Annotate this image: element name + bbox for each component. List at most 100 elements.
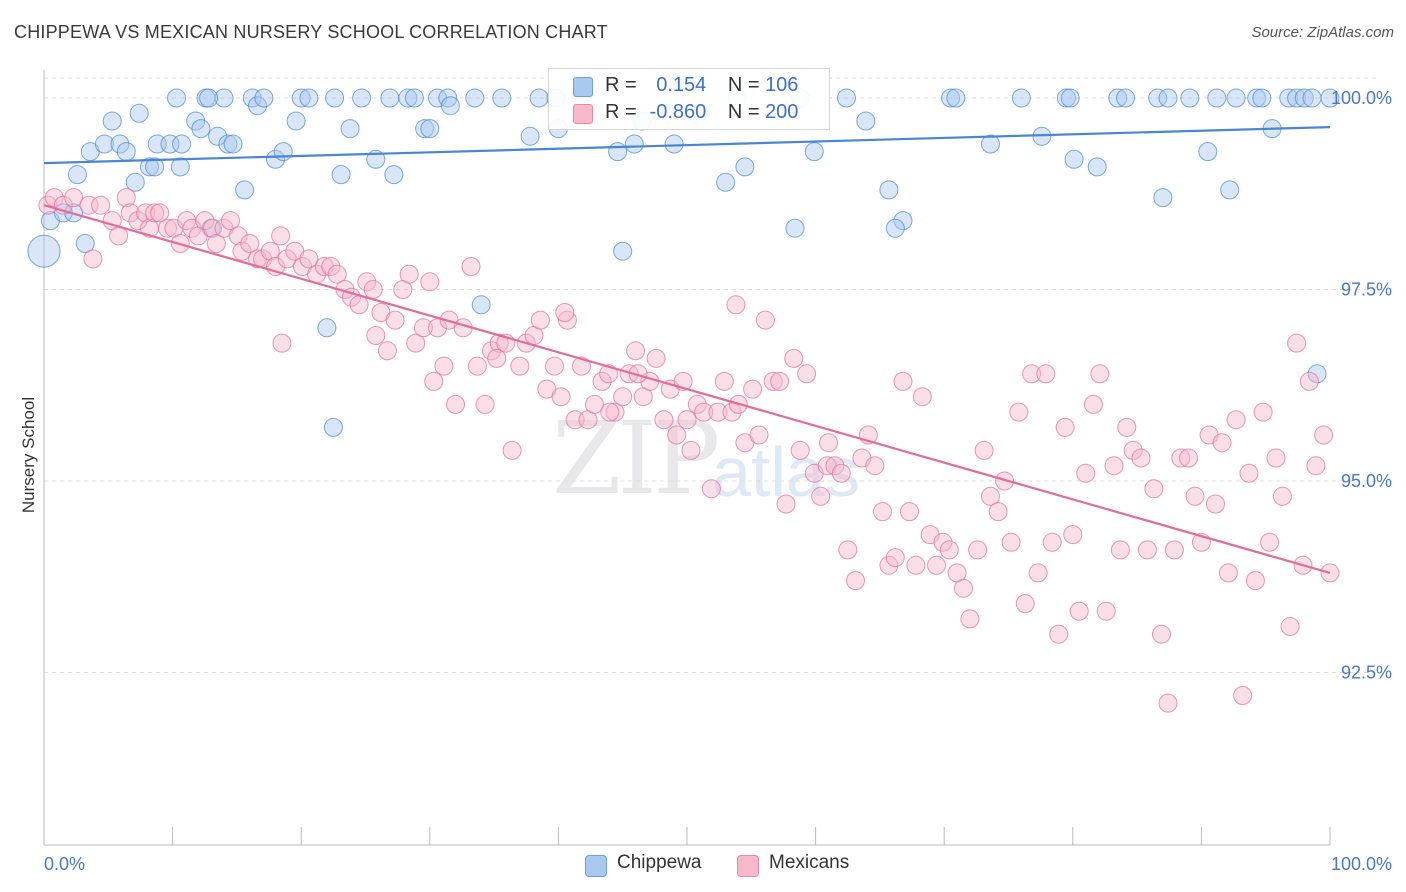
data-point — [1239, 463, 1259, 483]
data-point — [1245, 571, 1265, 591]
legend-row-chippewa: R = 0.154 N = 106 — [549, 73, 829, 99]
data-point — [206, 234, 226, 253]
data-point — [551, 387, 571, 407]
data-point — [584, 394, 604, 414]
data-point — [277, 249, 297, 269]
data-point — [286, 111, 306, 131]
data-point — [1212, 433, 1232, 453]
data-point — [1171, 448, 1191, 468]
data-point — [865, 456, 885, 476]
series-mexicans-points — [38, 188, 1340, 713]
data-point — [1148, 88, 1168, 108]
data-point — [420, 119, 440, 139]
stats-legend: R = 0.154 N = 106 R = -0.860 N = 200 — [548, 68, 830, 130]
data-point — [340, 119, 360, 139]
data-point — [299, 249, 319, 269]
data-point — [1028, 563, 1048, 583]
data-point — [572, 356, 591, 376]
data-point — [677, 410, 697, 430]
data-point — [1198, 142, 1218, 162]
data-point — [471, 295, 491, 315]
source-label[interactable]: Source: ZipAtlas.com — [1251, 24, 1394, 41]
data-point — [1108, 88, 1128, 108]
data-point — [440, 96, 460, 116]
x-tick-label-max: 100.0% — [1331, 854, 1392, 874]
data-point — [475, 394, 495, 414]
data-point — [116, 142, 136, 162]
legend-swatch-mexicans — [573, 104, 593, 124]
data-point — [722, 402, 742, 422]
data-point — [323, 417, 343, 437]
data-point — [240, 234, 260, 253]
data-point — [94, 134, 114, 154]
data-point — [646, 348, 666, 368]
data-point — [954, 578, 973, 598]
x-tick-label-min: 0.0% — [44, 854, 85, 874]
data-point — [545, 356, 564, 376]
data-point — [776, 494, 796, 514]
data-point — [1009, 402, 1029, 422]
data-point — [694, 402, 714, 422]
data-point — [555, 303, 575, 322]
data-point — [489, 333, 509, 353]
data-point — [1090, 364, 1110, 384]
data-point — [784, 348, 804, 368]
data-point — [893, 211, 913, 231]
data-point — [770, 371, 790, 391]
data-point — [988, 502, 1008, 522]
data-point — [667, 425, 687, 445]
data-point — [1280, 617, 1300, 636]
data-point — [38, 195, 58, 215]
data-point — [172, 134, 192, 154]
data-point — [701, 479, 721, 499]
data-point — [1272, 486, 1292, 506]
data-point — [837, 88, 856, 108]
data-point — [502, 440, 522, 460]
data-point — [763, 371, 783, 391]
data-point — [404, 88, 424, 108]
data-point — [893, 371, 913, 391]
data-point — [129, 103, 149, 123]
data-point — [1123, 440, 1143, 460]
data-point — [790, 440, 810, 460]
data-point — [716, 172, 736, 192]
y-tick-label: 92.5% — [1341, 663, 1392, 683]
data-point — [1302, 88, 1322, 108]
data-point — [708, 402, 728, 422]
data-point — [438, 88, 458, 108]
data-point — [946, 88, 966, 108]
y-tick-label: 95.0% — [1341, 471, 1392, 491]
data-point — [75, 234, 95, 253]
data-point — [232, 241, 252, 261]
data-point — [120, 203, 140, 223]
data-point — [565, 410, 585, 430]
data-point — [613, 387, 633, 407]
data-point — [906, 555, 926, 575]
data-point — [1055, 417, 1075, 437]
data-point — [248, 96, 267, 116]
data-point — [272, 333, 292, 353]
data-point — [385, 310, 405, 330]
data-point — [1049, 624, 1069, 644]
data-point — [592, 371, 612, 391]
data-point — [1083, 394, 1103, 414]
data-point — [927, 555, 946, 575]
data-point — [900, 502, 919, 522]
data-point — [804, 142, 824, 162]
data-point — [1022, 364, 1042, 384]
data-point — [363, 280, 383, 299]
data-point — [941, 88, 961, 108]
data-point — [160, 134, 180, 154]
data-point — [939, 540, 959, 560]
data-point — [331, 165, 351, 185]
data-point — [327, 264, 347, 284]
data-point — [83, 249, 103, 269]
data-point — [1036, 364, 1056, 384]
data-point — [1179, 448, 1198, 468]
data-point — [785, 218, 805, 238]
data-point — [1287, 333, 1307, 353]
data-point — [1207, 88, 1227, 108]
data-point — [291, 88, 311, 108]
data-point — [413, 318, 433, 338]
legend-n-value: 200 — [765, 101, 799, 123]
